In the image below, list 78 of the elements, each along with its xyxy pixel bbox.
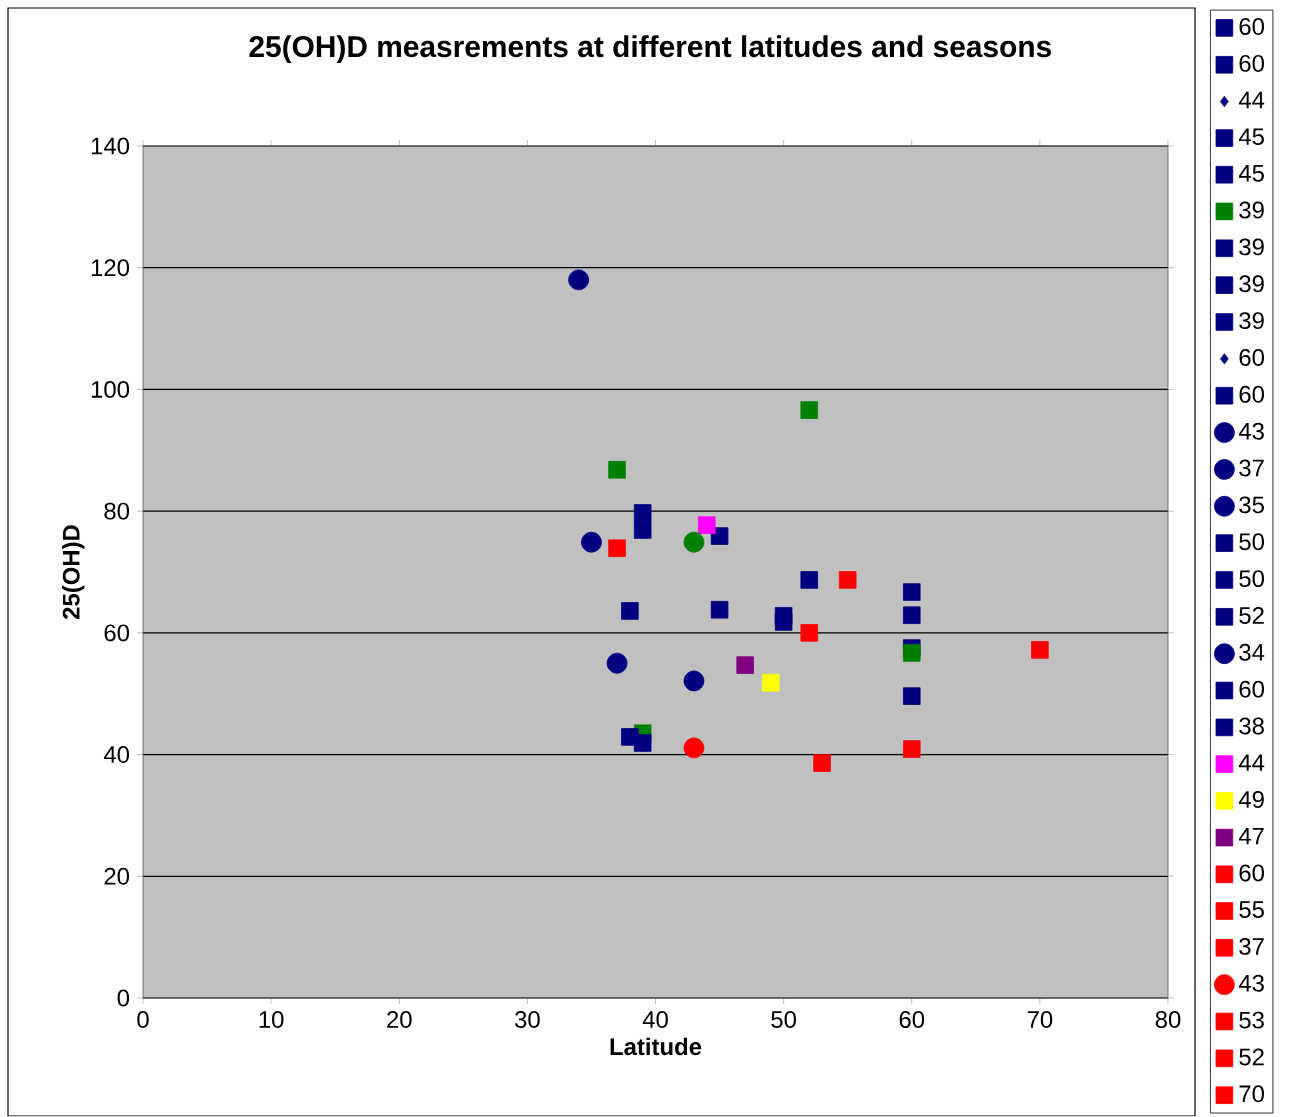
legend-label: 43	[1238, 422, 1264, 440]
chart-title: 25(OH)D measrements at different latitudes and seasons	[249, 35, 1051, 64]
legend-label: 37	[1239, 938, 1264, 956]
point	[608, 539, 626, 558]
legend-label: 55	[1239, 901, 1264, 919]
y-tick-label: 0	[117, 989, 130, 1007]
legend-label: 43	[1238, 975, 1264, 992]
point	[800, 401, 819, 420]
point	[902, 644, 921, 662]
point	[902, 606, 921, 625]
y-tick-label: 120	[91, 259, 130, 277]
x-tick-label: 30	[514, 1011, 540, 1029]
point	[902, 583, 921, 602]
legend-label: 52	[1239, 607, 1264, 625]
point	[697, 516, 716, 535]
legend-label: 49	[1238, 791, 1264, 809]
y-tick-label: 140	[91, 137, 130, 155]
legend-label: 39	[1239, 201, 1264, 219]
point	[762, 674, 780, 692]
legend-label: 60	[1239, 864, 1264, 882]
legend-label: 50	[1239, 570, 1264, 588]
legend-label: 39	[1239, 312, 1264, 330]
x-tick-label: 0	[137, 1011, 149, 1029]
legend-label: 52	[1239, 1048, 1264, 1066]
point	[800, 571, 819, 589]
point	[568, 269, 589, 291]
legend-label: 39	[1239, 238, 1264, 256]
point	[774, 613, 793, 631]
point	[902, 740, 921, 759]
point	[838, 571, 857, 589]
x-tick-label: 10	[259, 1011, 284, 1029]
x-tick-label: 50	[771, 1011, 796, 1029]
point	[683, 532, 705, 553]
legend-label: 34	[1239, 644, 1265, 661]
point	[710, 601, 729, 619]
point	[608, 461, 626, 479]
point	[633, 521, 652, 539]
x-axis-title: Latitude	[610, 1037, 702, 1056]
x-tick-label: 20	[387, 1011, 412, 1029]
y-tick-label: 80	[104, 502, 130, 520]
legend-label: 60	[1239, 349, 1264, 367]
point	[621, 728, 639, 746]
legend-label: 45	[1238, 128, 1264, 146]
point	[683, 737, 705, 759]
point	[902, 687, 921, 706]
x-tick-label: 40	[642, 1011, 668, 1029]
y-tick-label: 100	[91, 381, 130, 399]
y-axis-title: 25(OH)D	[62, 525, 85, 620]
legend-label: 44	[1238, 754, 1265, 772]
point	[606, 653, 628, 674]
legend-label: 60	[1239, 386, 1264, 403]
point	[581, 532, 602, 553]
point	[736, 656, 754, 675]
legend-label: 44	[1238, 91, 1265, 109]
legend-label: 35	[1239, 496, 1264, 514]
point	[813, 754, 831, 773]
legend-label: 60	[1239, 18, 1264, 36]
y-tick-label: 20	[104, 868, 130, 885]
legend-label: 70	[1239, 1085, 1264, 1103]
point	[683, 670, 705, 692]
y-tick-label: 60	[104, 624, 130, 642]
point	[633, 504, 652, 522]
point	[1031, 641, 1049, 659]
y-tick-label: 40	[103, 746, 130, 764]
legend-label: 50	[1239, 533, 1264, 551]
x-tick-label: 60	[899, 1011, 925, 1029]
legend-label: 39	[1239, 275, 1264, 293]
point	[800, 624, 819, 642]
x-tick-label: 70	[1027, 1011, 1053, 1029]
legend-label: 47	[1238, 828, 1264, 845]
point	[621, 602, 639, 620]
legend-label: 53	[1239, 1011, 1264, 1029]
legend-label: 60	[1239, 680, 1264, 698]
legend-label: 45	[1238, 165, 1264, 182]
legend-label: 60	[1239, 55, 1264, 73]
legend-label: 38	[1239, 717, 1264, 735]
legend-label: 37	[1239, 459, 1264, 477]
x-tick-label: 80	[1155, 1011, 1181, 1029]
